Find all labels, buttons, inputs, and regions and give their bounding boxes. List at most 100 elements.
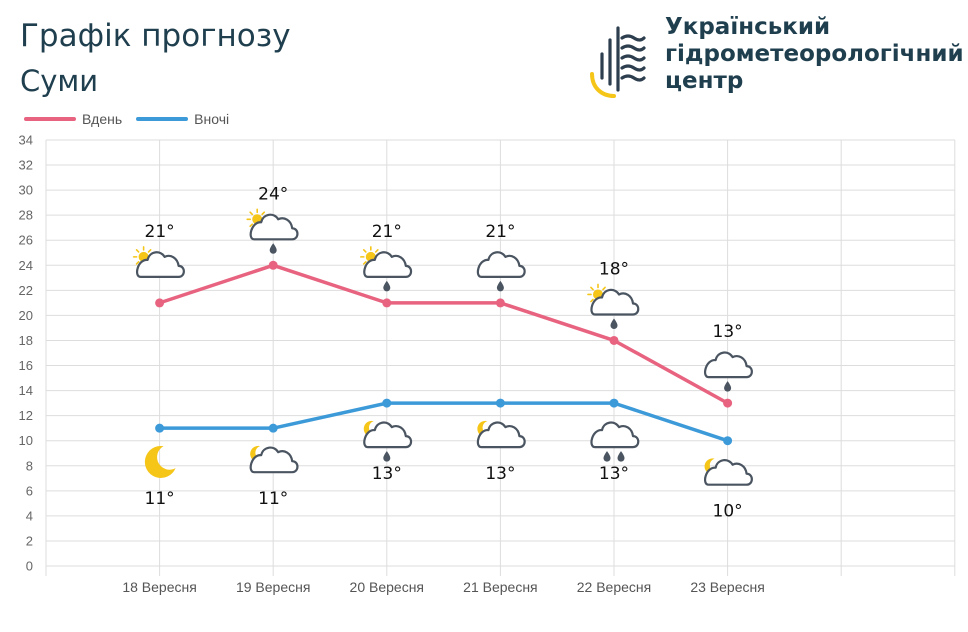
y-tick-label: 32 <box>19 158 33 173</box>
city-name: Суми <box>20 64 99 98</box>
rain-drop <box>383 280 391 292</box>
y-tick-label: 30 <box>19 183 33 198</box>
x-tick-label: 22 Вересня <box>577 579 651 595</box>
data-label-night: 13° <box>599 464 629 484</box>
rain-drop <box>383 451 391 462</box>
sun-ray <box>590 286 594 291</box>
y-tick-label: 14 <box>19 383 33 398</box>
series-line-night <box>159 401 729 443</box>
sun-ray <box>147 249 152 253</box>
data-label-day: 21° <box>145 222 175 242</box>
cloud-shape <box>249 213 299 241</box>
data-label-night: 11° <box>145 489 175 509</box>
sun-ray <box>362 261 367 265</box>
rain-drop <box>724 381 732 392</box>
sun-ray <box>602 286 606 291</box>
legend-label-night: Вночі <box>194 111 230 127</box>
sun-ray <box>249 211 254 216</box>
cloud-rain-icon <box>704 351 753 392</box>
x-tick-label: 23 Вересня <box>690 579 764 595</box>
cloud-shape <box>590 288 640 316</box>
data-point-night <box>155 423 165 433</box>
rain-drop <box>603 451 611 462</box>
legend-item-night[interactable]: Вночі <box>136 111 229 127</box>
moon-cloud-rain-icon <box>363 420 413 462</box>
series-line-day <box>159 263 729 405</box>
data-point-night <box>268 423 278 433</box>
sun-cloud-rain-icon <box>359 246 413 292</box>
data-label-night: 11° <box>258 489 288 509</box>
sun-cloud-rain-icon <box>587 283 640 329</box>
cloud-rain-icon <box>476 251 526 292</box>
data-point-day <box>155 298 165 308</box>
org-line: центр <box>665 68 744 94</box>
page-title: Графік прогнозу <box>20 18 291 54</box>
y-tick-label: 8 <box>26 458 33 473</box>
cloud-shape <box>704 351 753 379</box>
y-tick-label: 2 <box>26 533 33 548</box>
moon-cloud-icon <box>704 458 753 486</box>
x-tick-label: 21 Вересня <box>463 579 537 595</box>
cloud-shape <box>363 251 413 278</box>
y-tick-label: 6 <box>26 483 33 498</box>
moon-icon <box>144 445 176 478</box>
y-tick-label: 28 <box>19 208 33 223</box>
y-tick-label: 18 <box>19 333 33 348</box>
rain-drop <box>610 318 618 329</box>
org-line: Український <box>665 14 831 40</box>
data-point-day <box>609 335 619 345</box>
data-label-day: 24° <box>258 184 288 204</box>
data-point-night <box>495 398 505 408</box>
y-tick-label: 26 <box>19 233 33 248</box>
data-point-night <box>723 436 733 446</box>
y-tick-label: 16 <box>19 358 33 373</box>
x-tick-label: 20 Вересня <box>350 579 424 595</box>
data-point-day <box>382 298 392 308</box>
data-point-day <box>268 260 278 270</box>
sun-ray <box>249 223 254 228</box>
moon-cloud-icon <box>476 420 526 449</box>
moon-crescent <box>144 445 176 478</box>
sun-ray <box>135 249 140 253</box>
data-label-night: 13° <box>485 464 515 484</box>
sun-ray <box>261 211 266 216</box>
cloud-heavy-rain-icon <box>590 421 640 462</box>
sun-ray <box>374 249 379 253</box>
cloud-shape <box>249 446 299 474</box>
cloud-shape <box>704 459 753 486</box>
data-point-night <box>382 398 392 408</box>
rain-drop <box>617 451 625 462</box>
legend-item-day[interactable]: Вдень <box>24 111 122 127</box>
cloud-shape <box>476 421 526 449</box>
organization-name: Український гідрометеорологічний центр <box>665 14 964 95</box>
cloud-shape <box>476 251 526 278</box>
sun-cloud-rain-icon <box>246 208 299 254</box>
sun-ray <box>362 249 367 253</box>
sun-ray <box>135 261 140 265</box>
data-label-day: 21° <box>372 222 402 242</box>
data-label-night: 13° <box>372 464 402 484</box>
legend-swatch-day <box>24 117 76 121</box>
data-label-day: 18° <box>599 259 629 279</box>
data-label-night: 10° <box>713 502 743 522</box>
x-tick-label: 19 Вересня <box>236 579 310 595</box>
y-tick-label: 20 <box>19 308 33 323</box>
moon-cloud-icon <box>249 445 299 474</box>
chart-legend: Вдень Вночі <box>24 111 243 127</box>
sun-ray <box>590 298 594 303</box>
y-tick-label: 12 <box>19 408 33 423</box>
data-point-day <box>495 298 505 308</box>
data-point-night <box>609 398 619 408</box>
y-tick-label: 4 <box>26 508 33 523</box>
ugmc-logo-icon <box>590 26 646 98</box>
cloud-shape <box>590 421 640 449</box>
cloud-shape <box>136 251 185 278</box>
x-tick-label: 18 Вересня <box>122 579 196 595</box>
y-tick-label: 24 <box>19 258 33 273</box>
y-tick-label: 34 <box>19 133 33 148</box>
rain-drop <box>496 280 504 292</box>
cloud-shape <box>363 421 413 449</box>
data-label-day: 13° <box>713 322 743 342</box>
data-point-day <box>723 398 733 408</box>
